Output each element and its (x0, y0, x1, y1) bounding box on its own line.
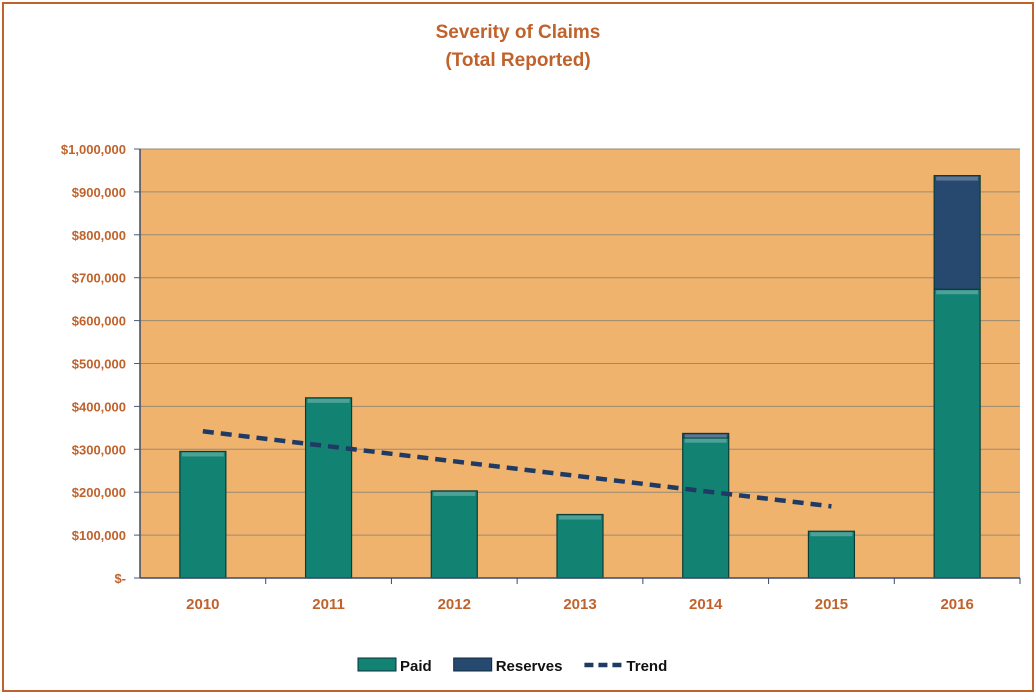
legend-item-reserves: Reserves (453, 657, 563, 675)
legend-label: Reserves (496, 658, 563, 675)
y-tick-label: $200,000 (72, 485, 126, 500)
bar-reserves-2016 (933, 174, 981, 290)
x-axis-ticks: 2010 2011 2012 2013 2014 2015 2016 (186, 578, 1021, 613)
y-tick-label: $300,000 (72, 442, 126, 457)
bar-paid-2015 (807, 530, 856, 579)
bar-paid-2016 (933, 288, 981, 579)
y-tick-label: $700,000 (72, 271, 126, 286)
x-tick-label: 2013 (563, 596, 596, 613)
y-tick-label: $800,000 (72, 228, 126, 243)
legend-swatch (453, 657, 493, 672)
bars (179, 174, 981, 579)
x-tick-label: 2016 (940, 596, 973, 613)
chart-title: Severity of Claims (436, 22, 601, 43)
x-tick-label: 2014 (689, 596, 723, 613)
x-tick-label: 2011 (312, 596, 345, 613)
x-tick-label: 2015 (815, 596, 848, 613)
legend: Paid Reserves Trend (357, 657, 667, 675)
bar-paid-2012 (430, 490, 478, 579)
bar-paid-2011 (304, 397, 353, 579)
y-tick-label: $- (114, 571, 126, 586)
gridlines (140, 148, 1020, 536)
y-axis-ticks: $- $100,000 $200,000 $300,000 $400,000 $500,0… (61, 142, 140, 586)
y-tick-label: $900,000 (72, 185, 126, 200)
x-tick-label: 2010 (186, 596, 219, 613)
bar-paid-2013 (556, 513, 604, 579)
bar-reserves-2014 (682, 432, 730, 439)
y-tick-label: $1,000,000 (61, 142, 126, 157)
bar-paid-2010 (179, 450, 227, 579)
x-tick-label: 2012 (438, 596, 471, 613)
y-tick-label: $600,000 (72, 314, 126, 329)
trend-series (202, 429, 832, 509)
legend-item-paid: Paid (357, 657, 432, 675)
bar-paid-2014 (682, 437, 730, 579)
y-tick-label: $400,000 (72, 399, 126, 414)
y-tick-label: $500,000 (72, 357, 126, 372)
trend-line (202, 429, 832, 509)
legend-label: Paid (400, 658, 432, 675)
legend-swatch (357, 657, 397, 672)
chart-subtitle: (Total Reported) (445, 50, 590, 71)
y-tick-label: $100,000 (72, 528, 126, 543)
legend-label: Trend (626, 658, 667, 675)
legend-item-trend: Trend (584, 658, 667, 675)
